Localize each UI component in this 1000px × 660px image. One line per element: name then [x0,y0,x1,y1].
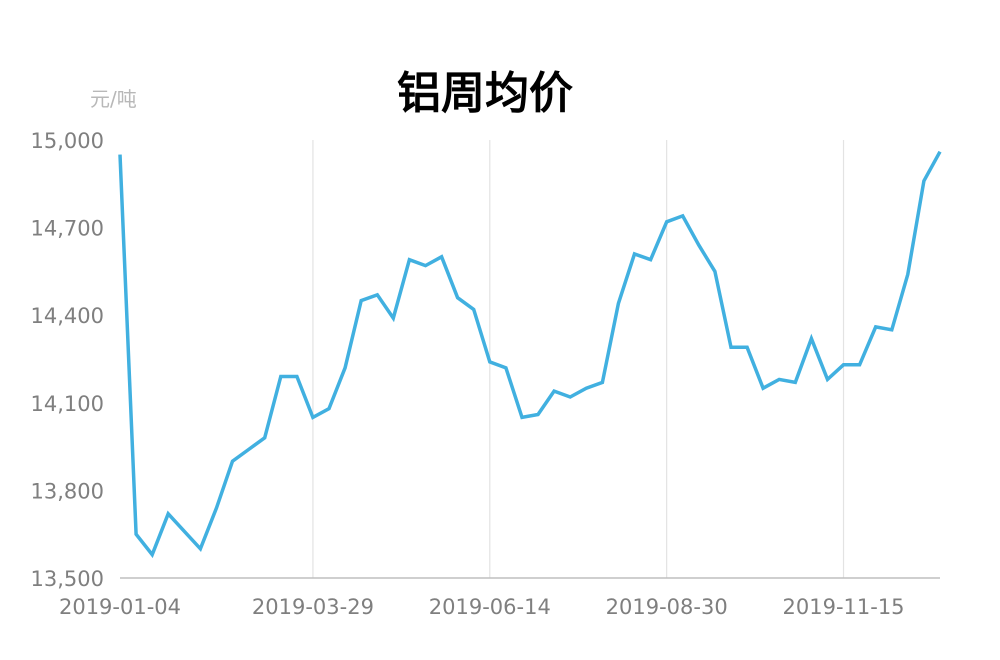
y-tick-label: 14,100 [31,392,104,416]
chart-title: 铝周均价 [397,68,573,119]
y-tick-label: 15,000 [31,129,104,153]
y-tick-label: 13,500 [31,567,104,591]
x-axis-ticks: 2019-01-04 2019-03-29 2019-06-14 2019-08-30… [59,595,905,619]
gridlines [312,140,845,578]
y-axis-unit-label: 元/吨 [90,87,137,111]
y-tick-label: 13,800 [31,479,104,503]
series-group [118,150,942,559]
x-tick-label: 2019-06-14 [429,595,551,619]
y-tick-label: 14,700 [31,217,104,241]
x-tick-label: 2019-01-04 [59,595,181,619]
x-tick-label: 2019-03-29 [252,595,374,619]
series-line [118,150,942,559]
x-tick-label: 2019-11-15 [783,595,905,619]
x-tick-label: 2019-08-30 [606,595,728,619]
y-tick-label: 14,400 [31,304,104,328]
y-axis-ticks: 13,500 13,800 14,100 14,400 14,700 15,000 [31,129,104,591]
